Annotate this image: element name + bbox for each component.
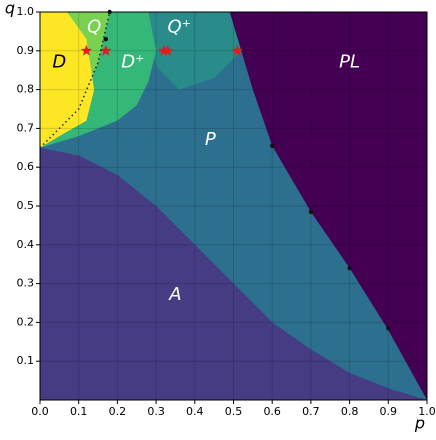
y-axis-label: q [5,0,15,18]
x-tick-label: 0.8 [341,405,359,418]
x-tick-label: 0.7 [302,405,320,418]
region-label: D⁺ [121,51,144,72]
y-tick-label: 0.4 [17,238,35,251]
x-tick-label: 0.1 [70,405,88,418]
dot-marker [103,36,108,42]
y-tick-label: 0.3 [17,277,35,290]
star-marker [80,44,93,56]
plot-frame [39,11,428,401]
y-tick-label: 0.1 [17,354,35,367]
region-label: Q⁺ [167,17,191,38]
region-label: D [52,51,66,72]
star-marker [231,44,244,56]
dot-marker [270,143,275,149]
star-marker [162,44,174,56]
phase-region [40,12,95,148]
phase-region [40,147,427,400]
x-tick-label: 0.3 [147,405,165,418]
x-tick-label: 0.5 [225,405,243,418]
region-label: Q [87,17,101,38]
y-tick-label: 0.9 [17,44,35,57]
region-label: A [168,284,181,305]
region-label: P [205,129,216,150]
dot-marker [308,209,314,215]
x-tick-label: 0.2 [109,405,127,418]
y-tick-label: 1.0 [17,5,35,18]
phase-region [144,12,242,90]
dot-marker [107,9,112,15]
boundary-line [39,11,111,149]
x-tick-label: 0.9 [380,405,398,418]
region-label: PL [339,51,360,72]
x-axis-label: p [414,414,425,433]
y-tick-label: 0.7 [17,121,35,134]
x-tick-label: 0.0 [31,405,49,418]
y-tick-label: 0.5 [17,199,35,212]
y-tick-label: 0.6 [17,160,35,173]
y-tick-label: 0.8 [17,83,35,96]
phase-region [229,12,427,400]
x-tick-label: 0.6 [263,405,281,418]
y-tick-label: 0.2 [17,315,35,328]
dot-marker [347,265,352,271]
dot-marker [386,326,391,331]
x-tick-label: 0.4 [186,405,204,418]
star-marker [100,44,112,56]
x-tick-label: 1.0 [418,405,436,418]
